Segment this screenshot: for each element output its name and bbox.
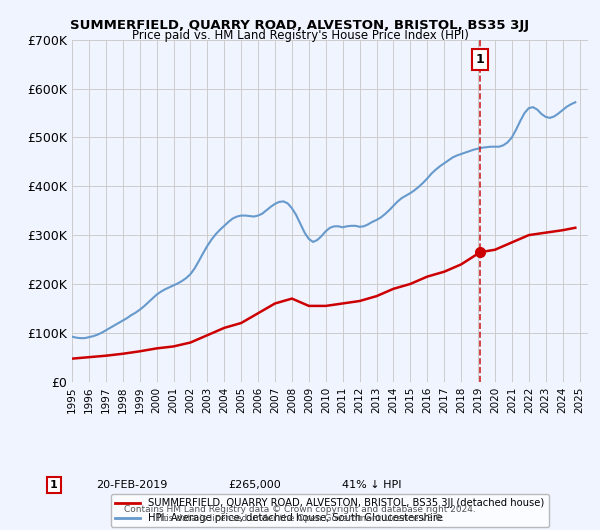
Text: £265,000: £265,000: [228, 480, 281, 490]
Text: Contains HM Land Registry data © Crown copyright and database right 2024.: Contains HM Land Registry data © Crown c…: [124, 506, 476, 514]
Text: This data is licensed under the Open Government Licence v3.0.: This data is licensed under the Open Gov…: [155, 514, 445, 523]
Legend: SUMMERFIELD, QUARRY ROAD, ALVESTON, BRISTOL, BS35 3JJ (detached house), HPI: Ave: SUMMERFIELD, QUARRY ROAD, ALVESTON, BRIS…: [112, 494, 548, 527]
Text: 1: 1: [476, 53, 485, 66]
Text: 41% ↓ HPI: 41% ↓ HPI: [342, 480, 401, 490]
Text: SUMMERFIELD, QUARRY ROAD, ALVESTON, BRISTOL, BS35 3JJ: SUMMERFIELD, QUARRY ROAD, ALVESTON, BRIS…: [70, 19, 530, 32]
Text: Price paid vs. HM Land Registry's House Price Index (HPI): Price paid vs. HM Land Registry's House …: [131, 29, 469, 42]
Text: 20-FEB-2019: 20-FEB-2019: [96, 480, 167, 490]
Text: 1: 1: [50, 480, 58, 490]
